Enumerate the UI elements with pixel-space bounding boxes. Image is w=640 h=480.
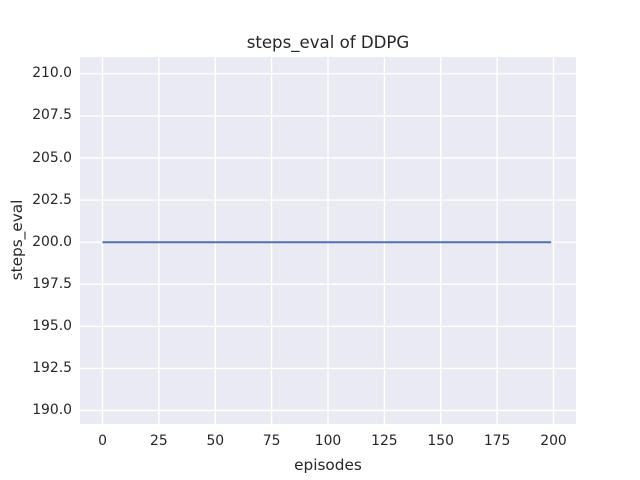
y-tick-label: 197.5: [32, 275, 72, 292]
y-tick-label: 195.0: [32, 317, 72, 334]
y-tick-label: 210.0: [32, 65, 72, 82]
x-tick-label: 0: [98, 433, 107, 449]
x-tick-label: 200: [540, 433, 567, 449]
x-tick-label: 25: [150, 433, 168, 449]
x-tick-label: 150: [427, 433, 454, 449]
x-tick-label: 100: [314, 433, 342, 449]
x-axis-label: episodes: [294, 456, 362, 474]
x-tick-label: 50: [206, 433, 225, 449]
y-tick-label: 192.5: [32, 359, 72, 376]
y-tick-label: 207.5: [32, 107, 72, 124]
y-tick-label: 205.0: [32, 149, 72, 166]
plot-canvas: [80, 57, 576, 424]
y-tick-label: 190.0: [32, 402, 72, 418]
y-tick-label: 202.5: [32, 191, 72, 208]
x-tick-label: 75: [262, 433, 281, 449]
y-tick-label: 200.0: [32, 233, 72, 250]
chart-title: steps_eval of DDPG: [246, 33, 410, 52]
plot-area: [80, 57, 576, 424]
x-tick-label: 125: [371, 433, 398, 449]
x-tick-label: 175: [483, 433, 511, 449]
